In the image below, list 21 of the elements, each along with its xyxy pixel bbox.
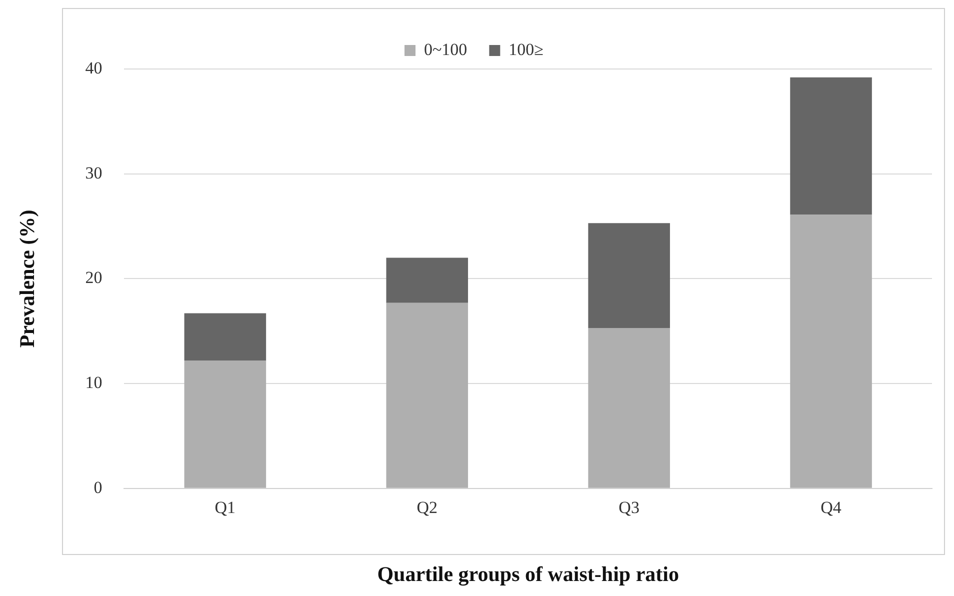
x-tick-label: Q3 [618,498,640,518]
y-tick-label: 20 [85,268,102,288]
x-tick-label: Q1 [214,498,236,518]
bar [184,360,266,488]
bar [588,223,670,328]
bar [386,258,468,303]
x-tick-label: Q4 [820,498,842,518]
bar [790,77,872,215]
y-tick-label: 30 [85,163,102,182]
x-tick-label: Q2 [416,498,438,518]
y-tick-label: 10 [85,373,102,392]
y-tick-label: 0 [94,478,102,497]
bar [184,313,266,360]
y-tick-label: 40 [85,58,102,78]
y-axis-title: Prevalence (%) [15,210,40,348]
legend-label: 100≥ [508,40,544,59]
bar [588,328,670,488]
bar [790,214,872,488]
x-axis-title: Quartile groups of waist-hip ratio [377,562,679,586]
legend-label: 0~100 [424,40,468,59]
bar [386,302,468,488]
